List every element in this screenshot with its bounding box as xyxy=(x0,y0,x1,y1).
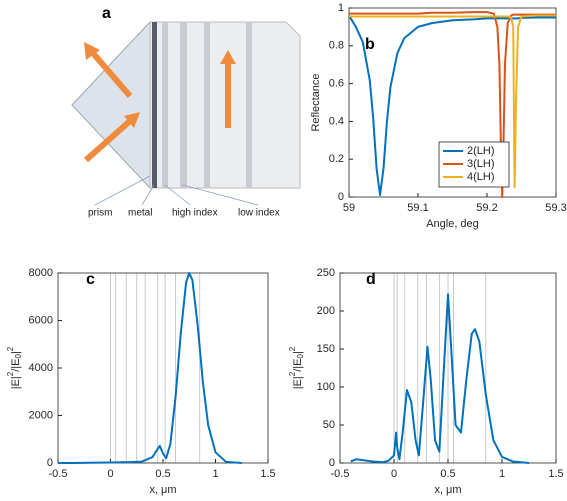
part-label: prism xyxy=(88,208,112,219)
x-tick-label: 0.5 xyxy=(440,468,455,480)
y-axis-label: |E|2/|E0|2 xyxy=(288,346,305,389)
axes-box xyxy=(339,272,557,464)
plot-area xyxy=(58,273,268,463)
line xyxy=(348,15,556,197)
y-axis-label-part: 2 xyxy=(6,346,15,351)
legend-label: 3(LH) xyxy=(467,158,495,170)
line xyxy=(349,14,556,189)
y-axis-label-part: 2 xyxy=(6,371,15,376)
x-tick-label: 1 xyxy=(499,468,505,480)
y-tick-label: 2000 xyxy=(29,409,53,421)
axes-box xyxy=(348,7,557,198)
legend-label: 2(LH) xyxy=(467,145,495,157)
y-axis-label-part: |E| xyxy=(292,376,304,389)
legend-label: 4(LH) xyxy=(467,171,495,183)
layer xyxy=(162,22,168,188)
arrows xyxy=(84,42,236,163)
x-tick-label: 0 xyxy=(107,468,113,480)
layer xyxy=(204,22,210,188)
metal-layer xyxy=(152,22,157,188)
y-tick-label: 6000 xyxy=(29,314,53,326)
x-tick-label: 59.2 xyxy=(476,202,497,214)
y-axis-label: |E|2/|E0|2 xyxy=(6,346,23,389)
panel-label: a xyxy=(102,5,111,22)
panel-label: b xyxy=(365,36,375,53)
x-tick-label: 59.3 xyxy=(545,202,566,214)
y-axis-label-part: |E| xyxy=(10,376,22,389)
chart: 59 59.1 59.2 59.3 0 0.2 0.4 0.6 0.8 1 Angle, deg Re… xyxy=(310,2,567,230)
y-axis-label-part: /|E xyxy=(292,358,304,371)
x-tick-label: -0.5 xyxy=(49,468,68,480)
layer xyxy=(246,22,252,188)
x-tick-label: 59 xyxy=(343,202,355,214)
y-tick-label: 1 xyxy=(338,2,344,14)
panel-label: c xyxy=(86,271,95,288)
x-axis-label: Angle, deg xyxy=(426,218,479,230)
x-tick-label: 1 xyxy=(212,468,218,480)
line xyxy=(349,11,556,198)
y-axis-label: Reflectance xyxy=(310,73,322,131)
y-tick-label: 250 xyxy=(317,267,335,279)
y-axis-label-part: 2 xyxy=(288,346,297,351)
y-axis-label-part: 0 xyxy=(14,353,23,358)
y-tick-label: 150 xyxy=(317,343,335,355)
y-axis-label-part: | xyxy=(292,351,304,354)
y-tick-label: 0.4 xyxy=(329,115,344,127)
part-label: high index xyxy=(172,208,218,219)
y-tick-label: 0 xyxy=(338,191,344,203)
prism xyxy=(71,20,151,190)
layer xyxy=(180,22,187,188)
line xyxy=(350,293,530,464)
x-axis-label: x, μm xyxy=(149,484,176,496)
axes-box xyxy=(57,272,269,464)
part-label: low index xyxy=(238,208,280,219)
part-label: metal xyxy=(128,208,152,219)
x-tick-label: 0 xyxy=(391,468,397,480)
line xyxy=(58,272,242,464)
y-tick-label: 0.8 xyxy=(329,40,344,52)
y-axis-label-part: | xyxy=(10,351,22,354)
legend: 2(LH)3(LH)4(LH) xyxy=(438,141,510,188)
y-tick-label: 0.6 xyxy=(329,78,344,90)
x-tick-label: -0.5 xyxy=(331,468,350,480)
leaders xyxy=(94,175,259,206)
x-tick-label: 1.5 xyxy=(548,468,563,480)
x-tick-label: 59.1 xyxy=(407,202,428,214)
x-axis-label: x, μm xyxy=(434,484,461,496)
y-tick-label: 0.2 xyxy=(329,153,344,165)
y-tick-label: 0 xyxy=(329,457,335,469)
y-tick-label: 200 xyxy=(317,305,335,317)
y-tick-label: 100 xyxy=(317,381,335,393)
x-tick-label: 0.5 xyxy=(155,468,170,480)
y-tick-label: 0 xyxy=(47,457,53,469)
x-tick-label: 1.5 xyxy=(260,468,275,480)
y-tick-label: 8000 xyxy=(29,267,53,279)
y-tick-label: 4000 xyxy=(29,362,53,374)
y-axis-label-part: 2 xyxy=(288,371,297,376)
y-axis-label-part: /|E xyxy=(10,358,22,371)
diagram: a prism metal high index low index xyxy=(71,5,301,219)
y-axis-label-part: 0 xyxy=(296,353,305,358)
panel-label: d xyxy=(366,271,376,288)
y-tick-label: 50 xyxy=(323,419,335,431)
